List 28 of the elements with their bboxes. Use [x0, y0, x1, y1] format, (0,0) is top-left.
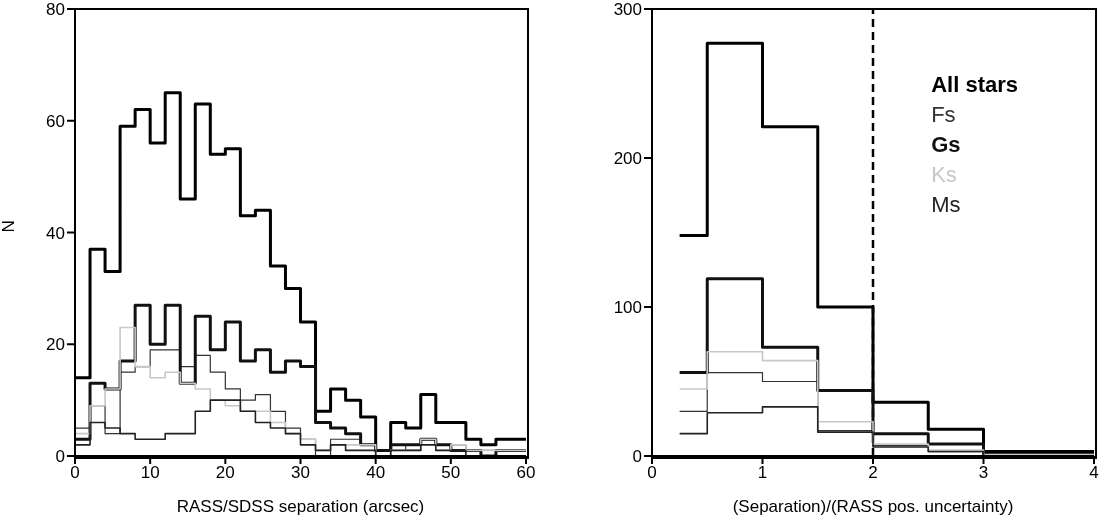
y-tick-label: 100 [613, 298, 642, 318]
x-tick-label: 4 [1089, 463, 1099, 483]
y-tick-label: 60 [46, 111, 65, 131]
y-tick-label: 20 [46, 335, 65, 355]
x-tick-label: 50 [441, 463, 461, 483]
x-axis-title: (Separation)/(RASS pos. uncertainty) [732, 497, 1014, 516]
y-tick-label: 200 [613, 149, 642, 169]
y-tick-label: 80 [46, 0, 65, 20]
x-tick-label: 60 [516, 463, 536, 483]
y-tick-label: 300 [613, 0, 642, 20]
x-tick-label: 1 [757, 463, 768, 483]
text: Ms [931, 191, 962, 219]
y-tick-label: 0 [632, 447, 642, 467]
x-tick-label: 40 [366, 463, 386, 483]
y-axis-title: N [0, 220, 19, 233]
y-tick-label: 40 [46, 223, 65, 243]
y-tick-label: 0 [55, 447, 65, 467]
text: Fs [931, 101, 957, 129]
text: Gs [931, 131, 962, 159]
x-tick-label: 0 [70, 463, 80, 483]
x-tick-label: 10 [140, 463, 160, 483]
x-tick-label: 2 [868, 463, 878, 483]
x-tick-label: 0 [647, 463, 657, 483]
x-tick-label: 30 [291, 463, 310, 483]
text: All stars [931, 71, 1018, 99]
x-axis-title: RASS/SDSS separation (arcsec) [176, 497, 425, 516]
x-tick-label: 20 [215, 463, 235, 483]
x-tick-label: 3 [978, 463, 989, 483]
